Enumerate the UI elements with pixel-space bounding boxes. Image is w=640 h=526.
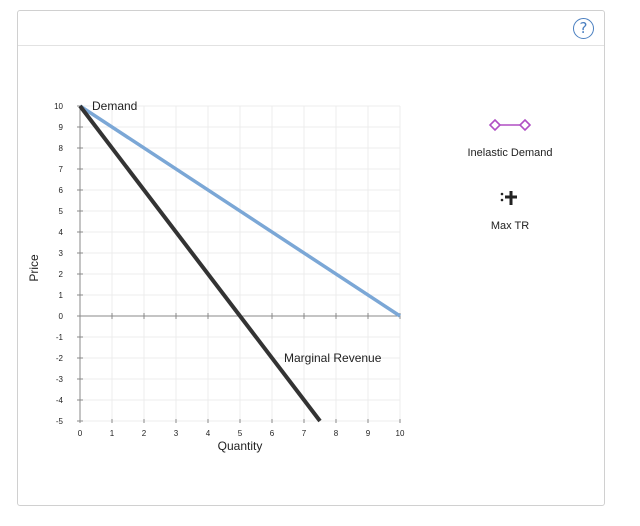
diamond-line-icon [488,118,532,132]
x-tick-label: 6 [270,429,275,438]
point-plus-icon [500,191,517,205]
demand-line[interactable] [79,104,401,318]
y-tick-label: 0 [59,312,64,321]
x-tick-label: 2 [142,429,147,438]
y-tick-label: 1 [59,291,64,300]
y-tick-label: 7 [59,165,64,174]
help-button[interactable]: ? [573,18,594,39]
x-tick-label: 5 [238,429,243,438]
axes [77,105,401,423]
y-tick-label: -2 [56,354,64,363]
x-axis-label: Quantity [218,439,263,453]
y-tick-label: -1 [56,333,64,342]
demand-series-label: Demand [92,99,137,113]
x-tick-label: 7 [302,429,307,438]
tick-labels: 0 1 2 3 4 5 6 7 8 9 10 -5 -4 -3 -2 -1 0 1 2 3 4 5 6 7 8 9 10 [54,102,405,438]
y-tick-label: 6 [59,186,64,195]
x-tick-label: 8 [334,429,339,438]
x-tick-label: 0 [78,429,83,438]
y-tick-label: 4 [59,228,64,237]
y-tick-label: 8 [59,144,64,153]
y-tick-label: -5 [56,417,64,426]
tool-inelastic-demand[interactable]: Inelastic Demand [450,118,570,159]
marginal-revenue-series-label: Marginal Revenue [284,351,382,365]
y-axis-label: Price [27,254,41,282]
x-tick-label: 9 [366,429,371,438]
y-tick-label: 10 [54,102,63,111]
y-tick-label: 5 [59,207,64,216]
x-tick-label: 3 [174,429,179,438]
y-tick-label: 9 [59,123,64,132]
header-divider [18,45,604,46]
y-tick-label: -4 [56,396,64,405]
x-tick-label: 4 [206,429,211,438]
tool-max-tr-label: Max TR [490,220,530,232]
x-tick-label: 10 [396,429,405,438]
tool-max-tr[interactable]: Max TR [470,189,550,232]
series[interactable] [78,104,401,423]
grid [79,105,401,422]
y-tick-label: -3 [56,375,64,384]
y-tick-label: 3 [59,249,64,258]
y-tick-label: 2 [59,270,64,279]
tool-inelastic-demand-label: Inelastic Demand [467,147,553,159]
x-tick-label: 1 [110,429,115,438]
marginal-revenue-line[interactable] [78,104,322,423]
